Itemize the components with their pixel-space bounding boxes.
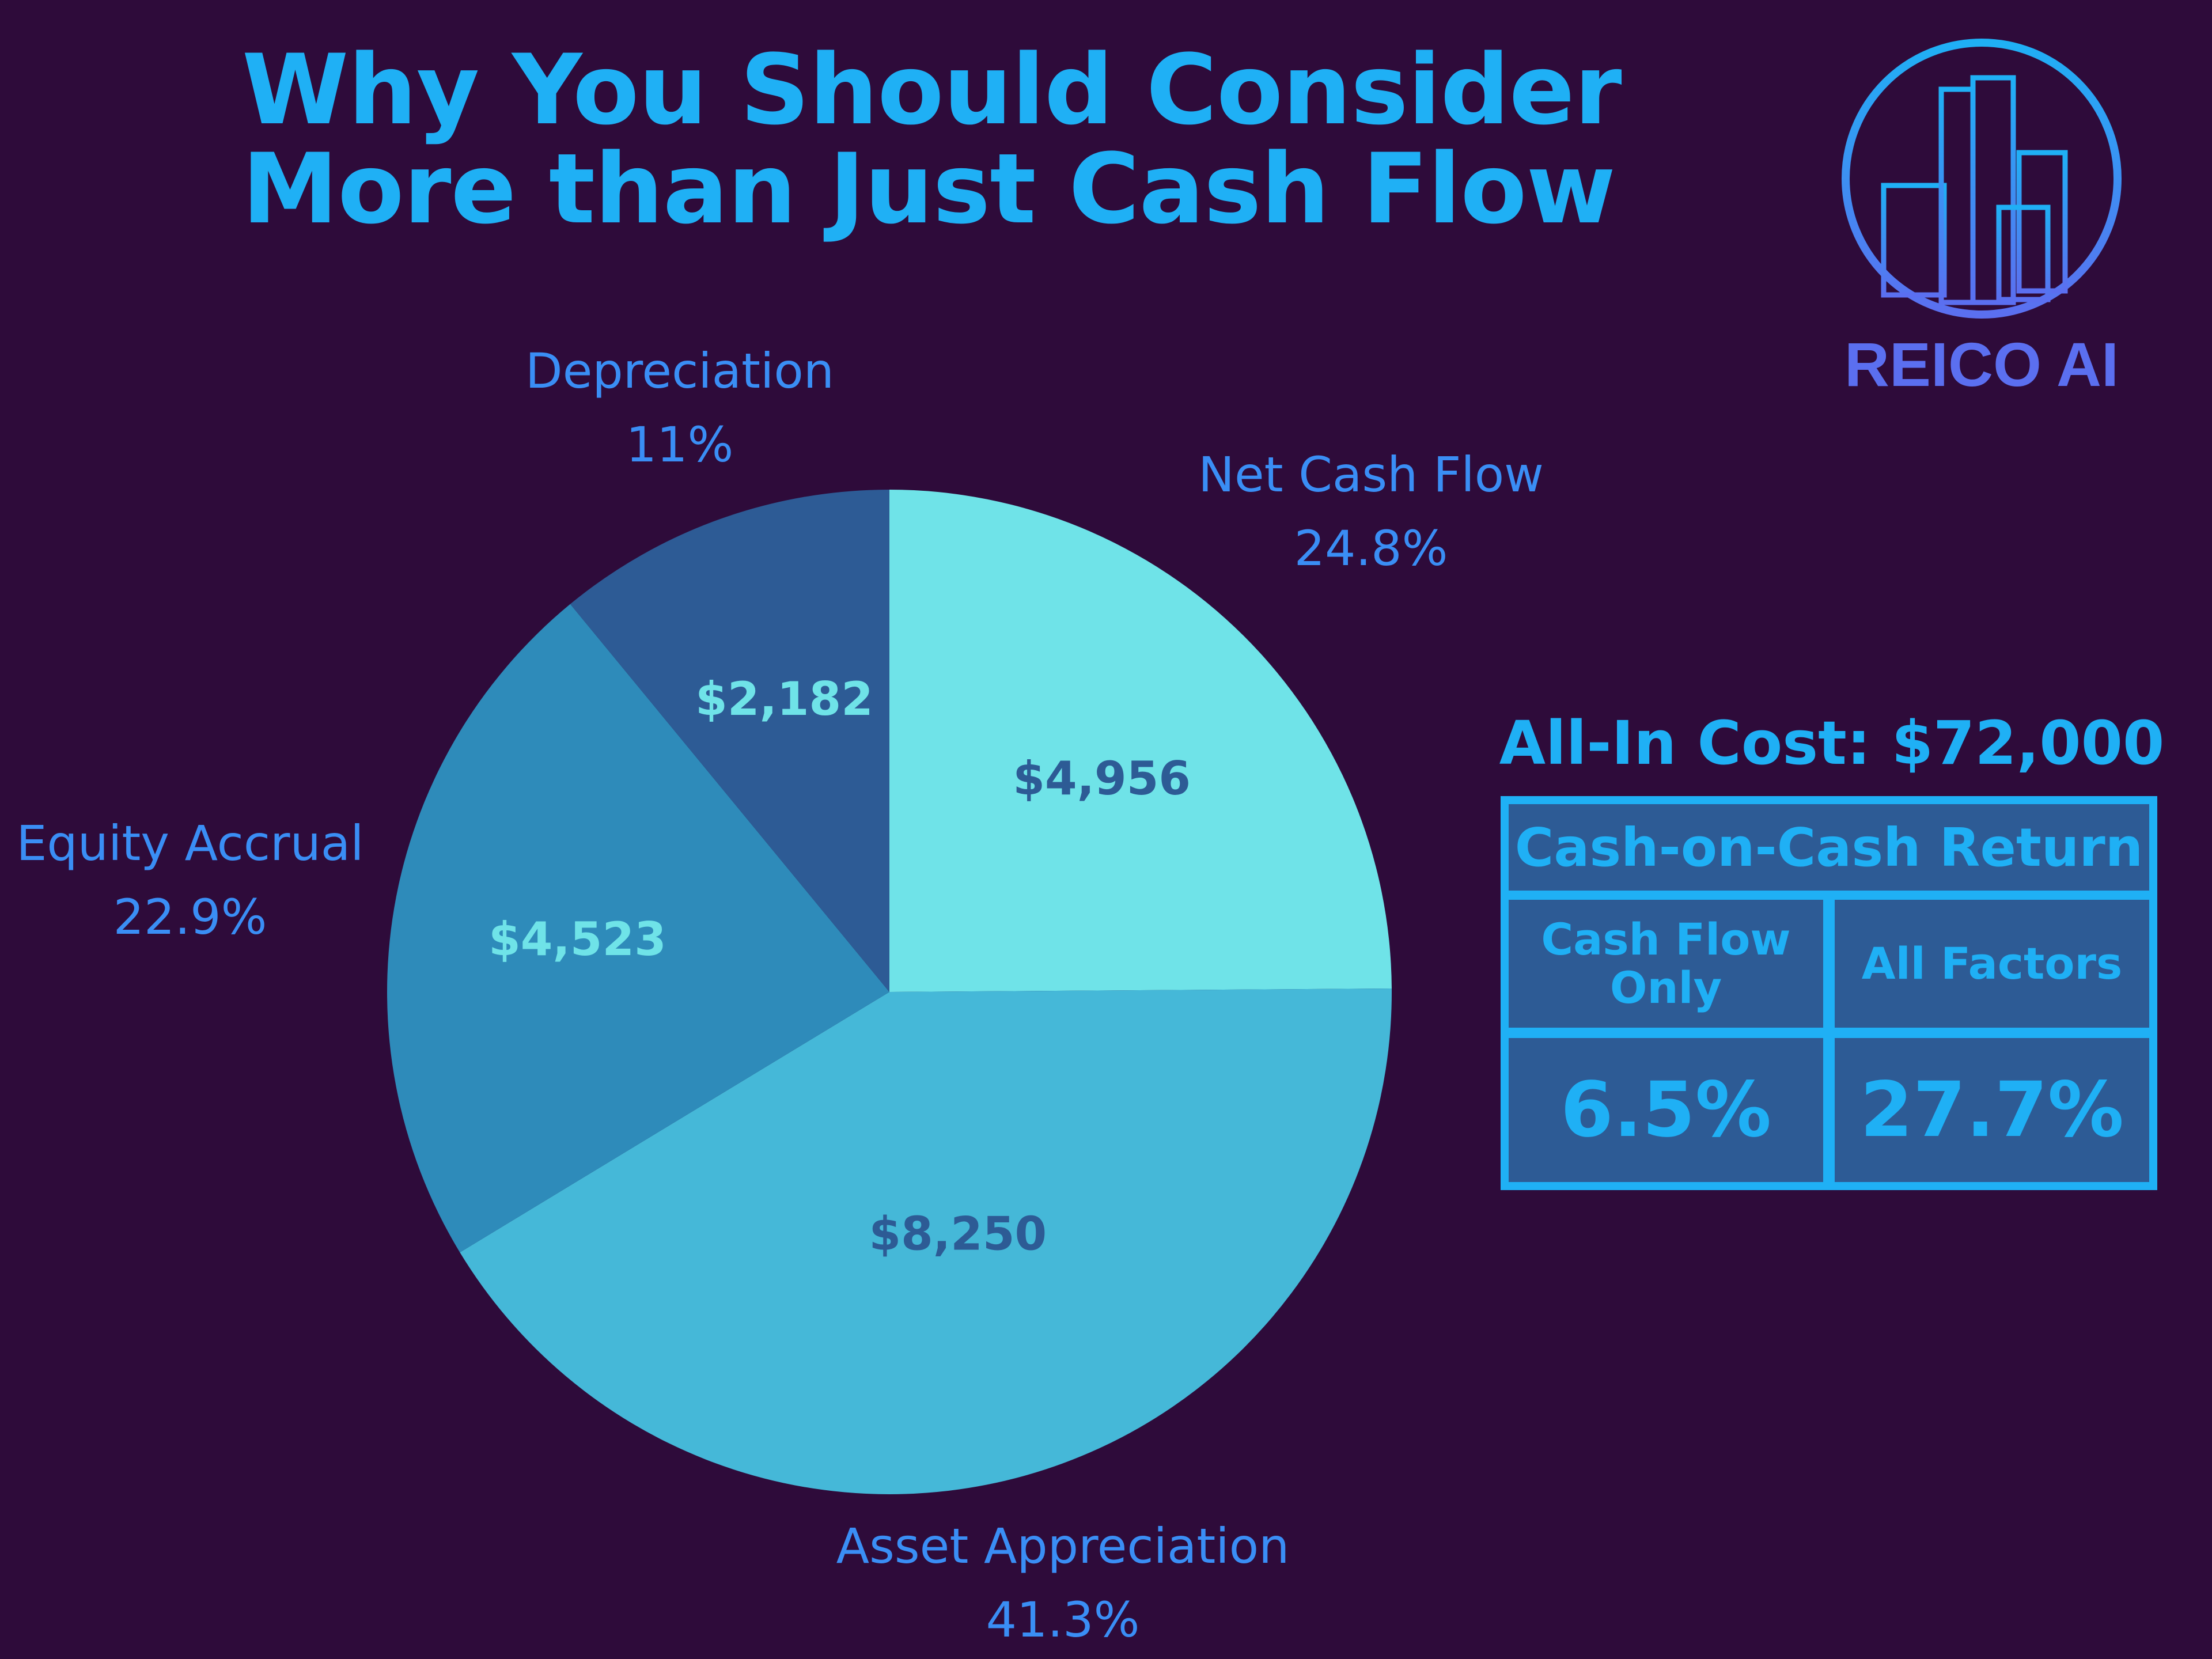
value-label-depreciation: $2,182: [695, 672, 873, 726]
pie-slices: [387, 490, 1392, 1494]
label-asset-appreciation-percent: 41.3%: [986, 1592, 1140, 1648]
label-depreciation-percent: 11%: [626, 416, 734, 473]
label-asset-appreciation: Asset Appreciation 41.3%: [818, 1509, 1308, 1657]
label-depreciation: Depreciation 11%: [507, 334, 853, 482]
pie-value-labels: $4,956 $8,250 $4,523 $2,182: [488, 672, 1191, 1260]
pie-slice-asset-appreciation: [460, 988, 1392, 1494]
label-asset-appreciation-name: Asset Appreciation: [836, 1518, 1290, 1574]
label-net-cash-flow: Net Cash Flow 24.8%: [1198, 438, 1544, 585]
label-depreciation-name: Depreciation: [525, 343, 834, 399]
value-label-net-cash-flow: $4,956: [1013, 752, 1191, 805]
page-title: Why You Should Consider More than Just C…: [242, 40, 1624, 238]
label-equity-accrual: Equity Accrual 22.9%: [0, 806, 380, 954]
pie-slice-depreciation: [570, 490, 889, 992]
table-header: Cash-on-Cash Return: [1509, 804, 2149, 891]
title-line-1: Why You Should Consider: [242, 33, 1622, 146]
column-cash-flow-only: Cash Flow Only: [1509, 900, 1823, 1028]
value-label-equity-accrual: $4,523: [488, 912, 666, 966]
label-equity-accrual-name: Equity Accrual: [16, 815, 364, 872]
city-skyline-icon: [1842, 39, 2122, 319]
value-cash-flow-only: 6.5%: [1509, 1038, 1823, 1182]
reico-logo: REICO AI: [1842, 39, 2122, 399]
label-net-cash-flow-name: Net Cash Flow: [1198, 446, 1544, 503]
value-label-asset-appreciation: $8,250: [869, 1207, 1047, 1261]
value-all-factors: 27.7%: [1835, 1038, 2149, 1182]
logo-text: REICO AI: [1844, 329, 2119, 399]
label-net-cash-flow-percent: 24.8%: [1294, 520, 1448, 577]
pie-slice-equity-accrual: [387, 604, 889, 1253]
cash-on-cash-table: Cash-on-Cash Return Cash Flow Only All F…: [1501, 796, 2157, 1190]
label-equity-accrual-percent: 22.9%: [113, 889, 267, 945]
column-all-factors: All Factors: [1835, 900, 2149, 1028]
title-line-2: More than Just Cash Flow: [242, 132, 1616, 245]
pie-slice-net-cash-flow: [889, 490, 1392, 992]
all-in-cost: All-In Cost: $72,000: [1499, 708, 2165, 778]
